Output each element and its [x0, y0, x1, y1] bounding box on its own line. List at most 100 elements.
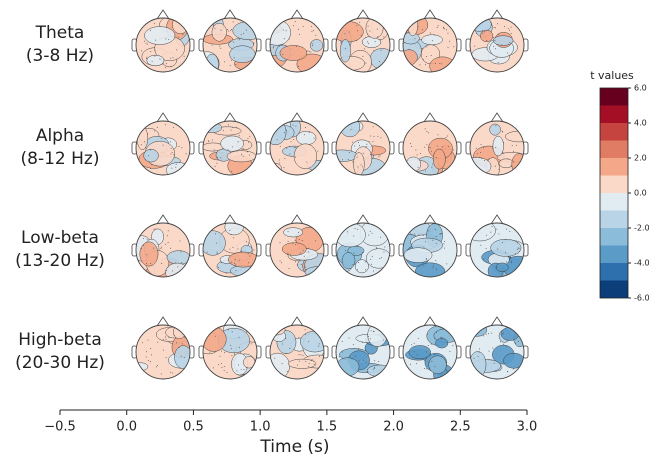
- colorbar-tick-label: -2.0: [634, 224, 650, 233]
- topomap: [198, 214, 262, 278]
- nose: [356, 214, 370, 225]
- colorbar-tick-label: 4.0: [634, 119, 647, 128]
- topomap: [331, 9, 395, 73]
- topomap-field: [203, 121, 257, 175]
- topomap-field: [403, 18, 457, 72]
- topomap-field: [203, 223, 257, 277]
- topomap: [465, 9, 529, 73]
- topomap-field: [270, 223, 324, 277]
- head: [135, 324, 191, 380]
- nose: [223, 316, 237, 327]
- topomap-field: [203, 325, 257, 379]
- colorbar-band: [600, 263, 628, 281]
- nose: [356, 316, 370, 327]
- x-tick-label: −0.5: [44, 420, 76, 435]
- topomap-field: [336, 223, 390, 277]
- topomap: [331, 316, 395, 380]
- row-label: High-beta: [18, 330, 102, 350]
- nose: [290, 316, 304, 327]
- nose: [223, 112, 237, 123]
- nose: [290, 9, 304, 20]
- topomap-field: [136, 223, 190, 277]
- nose: [156, 112, 170, 123]
- colorbar-band: [600, 193, 628, 211]
- topomap: [131, 9, 195, 73]
- nose: [423, 214, 437, 225]
- topomap: [465, 316, 529, 380]
- colorbar-tick-label: -4.0: [634, 259, 650, 268]
- colorbar-tick-label: 2.0: [634, 154, 647, 163]
- colorbar-tick-label: -6.0: [634, 294, 650, 303]
- topomap: [265, 112, 329, 176]
- colorbar-band: [600, 158, 628, 176]
- nose: [490, 316, 504, 327]
- head: [469, 120, 525, 176]
- colorbar-band: [600, 105, 628, 123]
- x-tick-label: 0.0: [116, 420, 137, 435]
- nose: [156, 9, 170, 20]
- topomap: [198, 112, 262, 176]
- head: [469, 222, 525, 278]
- topomap-field: [270, 325, 324, 379]
- head: [335, 324, 391, 380]
- topomap-field: [470, 325, 524, 379]
- topomap-field: [270, 121, 324, 175]
- topomap: [331, 214, 395, 278]
- head: [335, 222, 391, 278]
- topomap: [131, 112, 195, 176]
- head: [469, 17, 525, 73]
- topomap-field: [403, 121, 457, 175]
- topomap-field: [336, 121, 390, 175]
- nose: [423, 9, 437, 20]
- head: [202, 17, 258, 73]
- head: [335, 120, 391, 176]
- topomap: [398, 112, 462, 176]
- topomap: [398, 214, 462, 278]
- x-tick-label: 1.5: [317, 420, 338, 435]
- head: [202, 222, 258, 278]
- nose: [356, 9, 370, 20]
- topomap-field: [470, 223, 524, 277]
- head: [469, 324, 525, 380]
- head: [269, 17, 325, 73]
- topomap: [398, 9, 462, 73]
- colorbar-band: [600, 123, 628, 141]
- x-axis-label: Time (s): [259, 437, 329, 457]
- x-tick-label: 2.5: [450, 420, 471, 435]
- row-label: Low-beta: [21, 228, 99, 248]
- topomap: [198, 316, 262, 380]
- nose: [290, 112, 304, 123]
- topomap-field: [203, 18, 257, 72]
- colorbar-band: [600, 175, 628, 193]
- head: [202, 120, 258, 176]
- topomap: [331, 112, 395, 176]
- colorbar-band: [600, 210, 628, 228]
- colorbar-title: t values: [590, 69, 634, 82]
- colorbar-band: [600, 280, 628, 298]
- x-tick-label: 2.0: [383, 420, 404, 435]
- colorbar-band: [600, 88, 628, 106]
- nose: [156, 316, 170, 327]
- head: [402, 324, 458, 380]
- colorbar-band: [600, 140, 628, 158]
- nose: [290, 214, 304, 225]
- topomap: [465, 214, 529, 278]
- head: [135, 120, 191, 176]
- row-band: (8-12 Hz): [21, 149, 100, 169]
- row-label: Theta: [35, 23, 85, 43]
- nose: [356, 112, 370, 123]
- topomap: [131, 316, 195, 380]
- topomap-field: [136, 18, 190, 72]
- topomap-field: [136, 325, 190, 379]
- nose: [490, 9, 504, 20]
- nose: [490, 214, 504, 225]
- row-band: (20-30 Hz): [15, 353, 105, 373]
- topomap: [398, 316, 462, 380]
- colorbar-tick-label: 6.0: [634, 84, 647, 93]
- nose: [423, 112, 437, 123]
- head: [269, 222, 325, 278]
- topomap-field: [470, 18, 524, 72]
- topomap: [265, 316, 329, 380]
- topomap-field: [336, 18, 390, 72]
